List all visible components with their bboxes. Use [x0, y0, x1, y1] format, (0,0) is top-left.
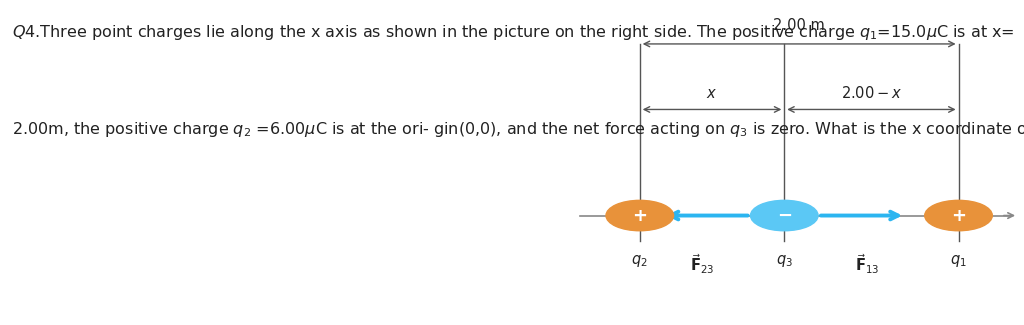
Ellipse shape: [925, 200, 992, 231]
Text: $x$: $x$: [707, 86, 718, 101]
Ellipse shape: [751, 200, 818, 231]
Text: $q_3$: $q_3$: [776, 253, 793, 269]
Text: $q_2$: $q_2$: [632, 253, 648, 269]
Ellipse shape: [606, 200, 674, 231]
Text: $2.00 - x$: $2.00 - x$: [841, 85, 902, 101]
Text: +: +: [632, 207, 647, 225]
Text: +: +: [951, 207, 966, 225]
Text: 2.00 m: 2.00 m: [773, 18, 825, 32]
Text: $q_1$: $q_1$: [950, 253, 967, 269]
Text: $\mathit{Q4}$.Three point charges lie along the x axis as shown in the picture o: $\mathit{Q4}$.Three point charges lie al…: [12, 23, 1015, 42]
Text: $\vec{\mathbf{F}}_{13}$: $\vec{\mathbf{F}}_{13}$: [855, 253, 879, 277]
Text: $\vec{\mathbf{F}}_{23}$: $\vec{\mathbf{F}}_{23}$: [690, 253, 714, 277]
Text: 2.00m, the positive charge $q_2$ =6.00$\mu$C is at the ori- gin(0,0), and the ne: 2.00m, the positive charge $q_2$ =6.00$\…: [12, 120, 1024, 139]
Text: −: −: [777, 207, 792, 225]
